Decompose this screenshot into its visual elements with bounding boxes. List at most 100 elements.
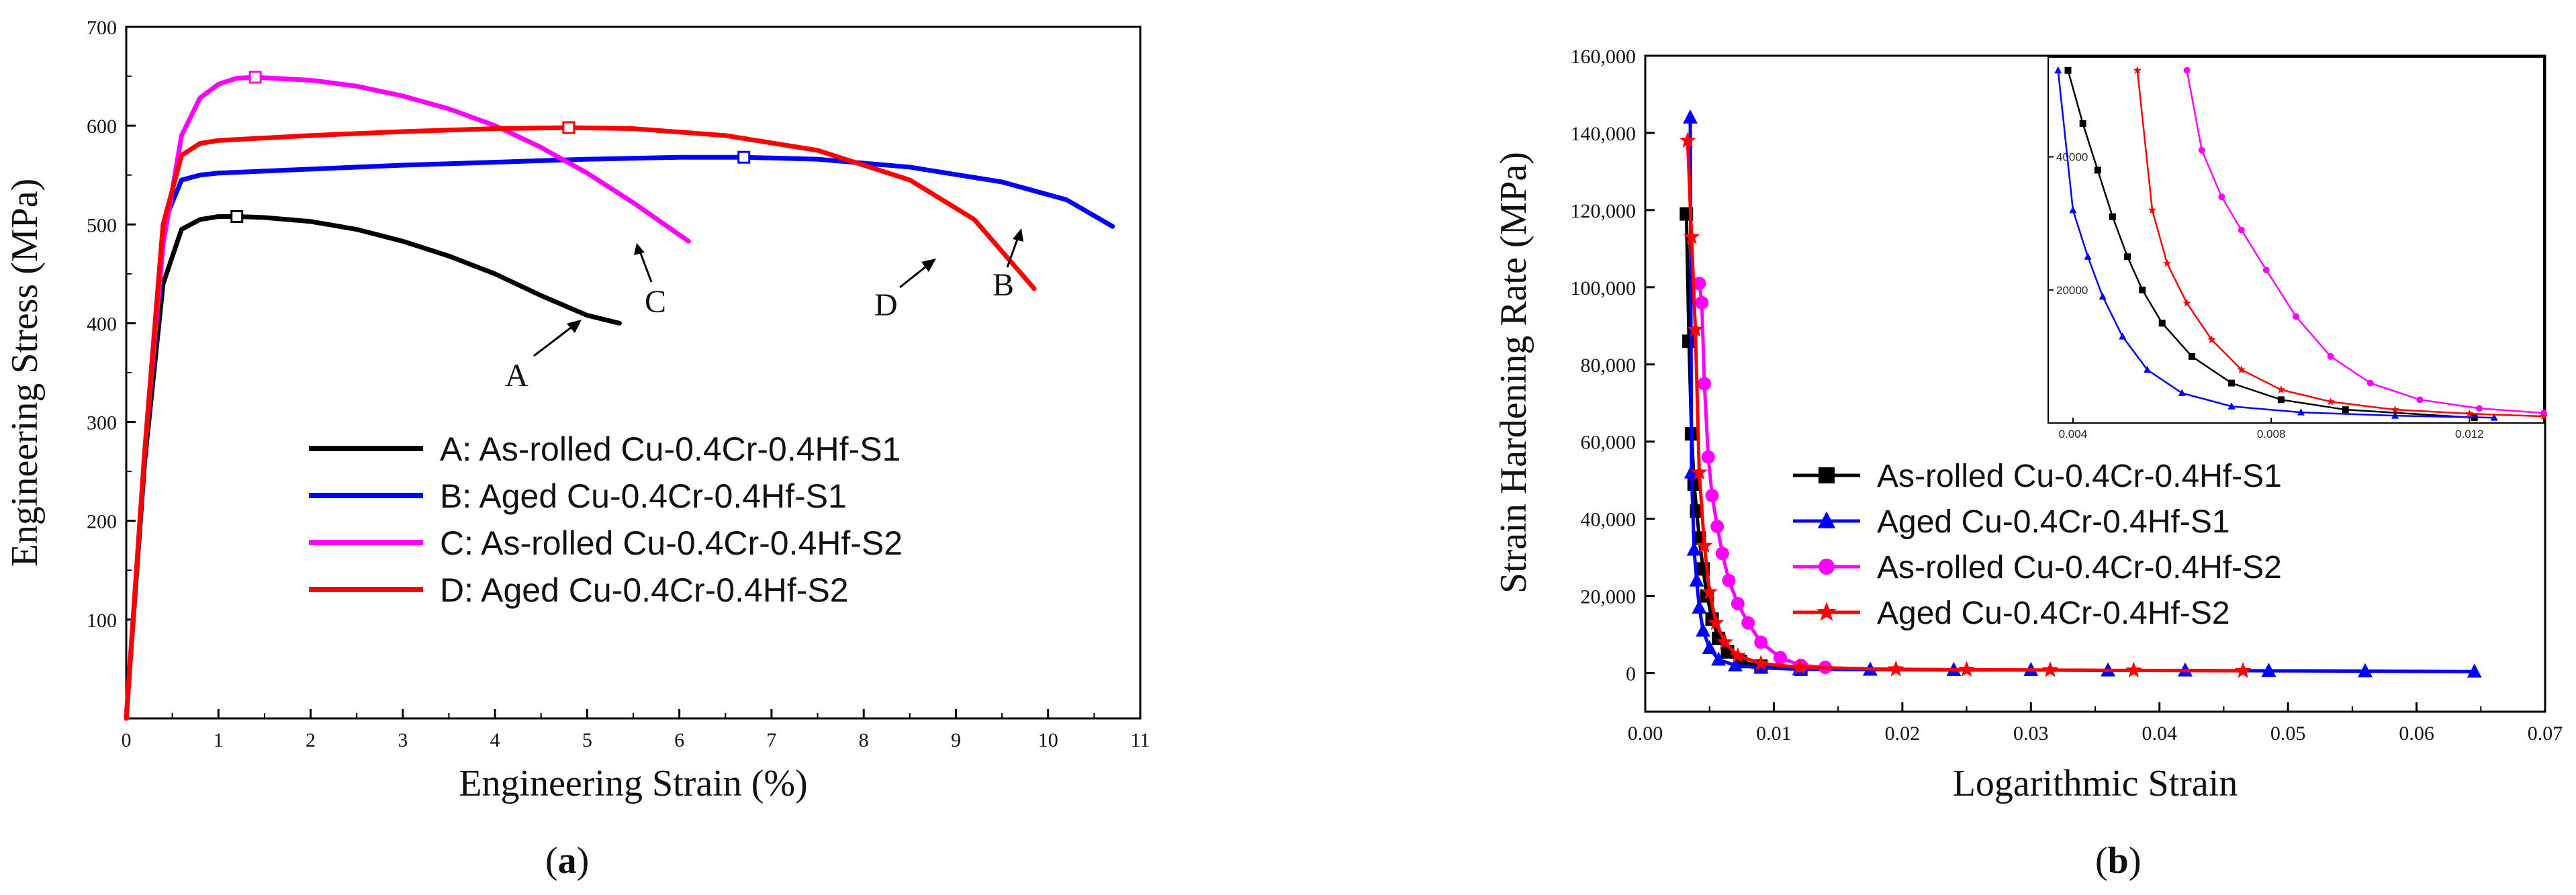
a-x-tick-label: 11	[1131, 729, 1150, 751]
series-b-point-3	[1731, 597, 1745, 611]
series-b-point-4	[2041, 661, 2059, 677]
inset-point-4	[2539, 412, 2548, 420]
a-y-tick-label: 100	[87, 610, 117, 632]
series-b-point-3	[1741, 616, 1755, 630]
legend-a-label-2: B: Aged Cu-0.4Cr-0.4Hf-S1	[440, 477, 847, 515]
series-a-uts-marker-1	[230, 210, 244, 224]
a-x-tick-label: 7	[766, 729, 776, 751]
inset-point-4	[2276, 385, 2285, 393]
b-x-tick-label: 0.07	[2528, 722, 2563, 745]
inset-point-4	[2207, 335, 2216, 344]
a-y-tick-label: 700	[87, 17, 117, 39]
panel-b-legend: As-rolled Cu-0.4Cr-0.4Hf-S1 Aged Cu-0.4C…	[1793, 459, 2282, 631]
series-b-point-4	[1701, 583, 1718, 600]
a-y-tick-label: 500	[87, 214, 117, 236]
inset-point-4	[2148, 205, 2157, 214]
inset-series	[2054, 66, 2548, 422]
inset-point-4	[2237, 365, 2246, 373]
b-x-tick-label: 0.04	[2142, 722, 2177, 745]
inset-point-1	[2094, 167, 2101, 174]
series-b-point-3	[1722, 573, 1736, 587]
a-x-tick-label: 1	[214, 729, 224, 751]
legend-a-label-4: D: Aged Cu-0.4Cr-0.4Hf-S2	[440, 571, 849, 609]
a-x-tick-label: 3	[398, 729, 408, 751]
annotation-c-arrow	[638, 249, 653, 283]
panel-a-series	[124, 70, 1115, 721]
series-b-point-3	[1705, 489, 1719, 503]
series-b-point-3	[1692, 277, 1706, 291]
series-b-point-3	[1698, 377, 1712, 391]
b-x-tick-label: 0.02	[1885, 722, 1921, 745]
inset-point-3	[2183, 66, 2191, 74]
inset-point-2	[2099, 292, 2107, 300]
inset-point-3	[2293, 313, 2299, 320]
series-a-uts-marker-3	[248, 70, 262, 84]
b-y-tick-label: 120,000	[1571, 200, 1637, 222]
legend-a-label-3: C: As-rolled Cu-0.4Cr-0.4Hf-S2	[440, 524, 903, 562]
inset-line-1	[2067, 70, 2475, 419]
series-b-point-2	[2467, 663, 2482, 678]
inset-x-tick-label: 0.004	[2059, 428, 2088, 440]
inset-point-1	[2158, 320, 2166, 327]
annotation-c-arrowhead	[634, 243, 645, 255]
series-b-point-4	[1729, 647, 1747, 663]
series-b-point-3	[1695, 295, 1709, 310]
series-b-point-4	[1887, 660, 1904, 677]
legend-b-marker-1	[1819, 467, 1835, 483]
series-b-point-2	[1686, 541, 1702, 556]
a-x-tick-label: 5	[582, 729, 592, 751]
annotation-a-arrow	[533, 322, 577, 357]
series-a-line-4	[124, 125, 1037, 721]
panel-a-x-axis-title: Engineering Strain (%)	[459, 763, 807, 804]
series-b-point-3	[1715, 547, 1729, 561]
inset-point-3	[2238, 226, 2245, 234]
b-y-tick-label: 100,000	[1571, 277, 1637, 299]
series-b-point-2	[2358, 663, 2373, 677]
inset-point-1	[2139, 286, 2146, 293]
series-a-line-2	[124, 154, 1115, 721]
a-x-tick-label: 8	[859, 729, 869, 751]
inset-y-tick-label: 20000	[2056, 284, 2088, 297]
inset-point-4	[2162, 258, 2172, 267]
b-y-tick-label: 0	[1626, 663, 1636, 686]
series-b-line-4	[1686, 140, 2244, 673]
legend-b-marker-4	[1816, 602, 1837, 621]
series-b-point-1	[1682, 334, 1696, 348]
panel-a-y-axis-title: Engineering Stress (MPa)	[4, 179, 46, 567]
inset-point-2	[2391, 412, 2399, 419]
a-x-tick-label: 4	[490, 729, 500, 751]
series-a-uts-marker-4	[562, 121, 576, 134]
series-b-point-2	[1683, 109, 1698, 124]
series-b-point-2	[1728, 657, 1743, 672]
panel-a-letter: a	[558, 840, 577, 882]
inset-point-2	[2084, 252, 2092, 260]
inset-x-tick-label: 0.012	[2455, 428, 2484, 440]
inset-point-3	[2262, 267, 2270, 274]
inset-point-1	[2228, 379, 2236, 387]
inset-point-3	[2198, 146, 2205, 154]
panel-b-series	[1679, 109, 2482, 678]
inset-point-1	[2342, 406, 2349, 414]
panel-a-ticks: 0 1 2 3 4 5 6 7 8 9 10 11 100 200 300 400 500 600 700	[87, 17, 1150, 751]
a-x-tick-label: 9	[951, 729, 961, 751]
series-b-point-2	[1684, 464, 1699, 479]
panel-a-legend: A: As-rolled Cu-0.4Cr-0.4Hf-S1 B: Aged C…	[309, 430, 903, 609]
a-y-tick-label: 300	[87, 412, 117, 434]
series-b-point-4	[2125, 661, 2142, 677]
series-b-point-4	[1687, 321, 1704, 337]
legend-b-marker-2	[1817, 511, 1836, 528]
panel-b-letter: b	[2108, 840, 2129, 882]
annotation-a: A	[505, 358, 528, 393]
inset-point-4	[2133, 66, 2142, 75]
inset-point-2	[2490, 414, 2498, 421]
inset-point-2	[2119, 332, 2127, 340]
annotation-d-arrow	[899, 262, 931, 289]
series-b-point-4	[1791, 658, 1808, 675]
series-b-point-4	[1958, 661, 1975, 677]
inset-point-2	[2144, 365, 2152, 373]
a-y-tick-label: 400	[87, 313, 117, 335]
inset-y-tick-label: 40000	[2056, 151, 2088, 164]
b-y-tick-label: 160,000	[1571, 46, 1637, 68]
panel-b-y-axis-title: Strain Hardening Rate (MPa)	[1493, 152, 1534, 594]
a-x-tick-label: 0	[122, 729, 132, 751]
